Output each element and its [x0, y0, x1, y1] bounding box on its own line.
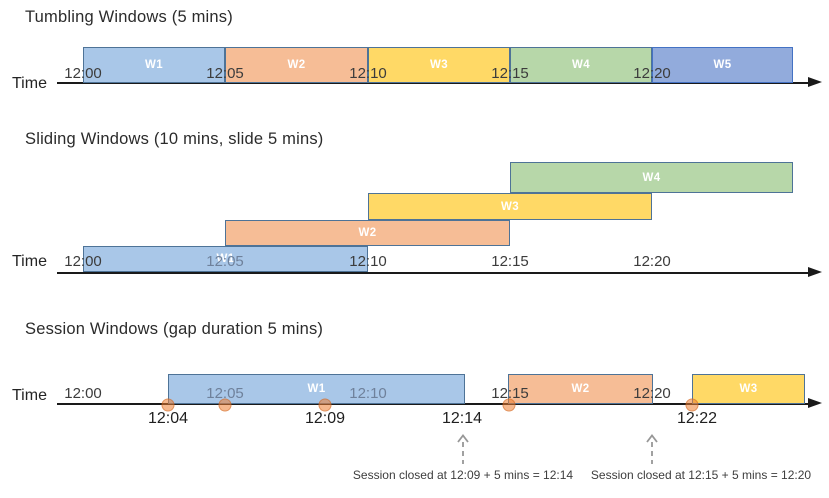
window-label: W2 [358, 227, 377, 239]
time-axis-label: Time [12, 75, 47, 92]
time-axis-line [57, 272, 810, 274]
event-time-label: 12:09 [304, 410, 346, 427]
window-box-w1: W1 [83, 246, 368, 272]
axis-tick-label: 12:10 [349, 385, 387, 402]
window-box-w3: W3 [692, 374, 805, 404]
window-box-w2: W2 [508, 374, 653, 404]
session-closed-annotation: Session closed at 12:15 + 5 mins = 12:20 [590, 468, 812, 482]
axis-tick-label: 12:05 [206, 253, 244, 270]
window-label: W4 [571, 59, 591, 71]
window-box-w4: W4 [510, 162, 793, 193]
axis-arrowhead-icon [808, 398, 822, 408]
event-time-label: 12:14 [441, 410, 483, 427]
window-label: W3 [739, 383, 758, 395]
event-time-label: 12:22 [676, 410, 718, 427]
axis-tick-label: 12:00 [64, 65, 102, 82]
axis-tick-label: 12:05 [206, 65, 244, 82]
window-label: W1 [307, 383, 326, 395]
window-label: W2 [571, 383, 590, 395]
time-axis-label: Time [12, 387, 47, 404]
time-axis-line [57, 82, 810, 84]
window-box-w3: W3 [368, 193, 652, 220]
axis-tick-label: 12:00 [64, 385, 102, 402]
window-label: W1 [144, 59, 164, 71]
window-box-w1: W1 [168, 374, 465, 404]
window-box-w3: W3 [368, 47, 510, 83]
session-closed-annotation: Session closed at 12:09 + 5 mins = 12:14 [352, 468, 574, 482]
axis-tick-label: 12:15 [491, 385, 529, 402]
axis-arrowhead-icon [808, 267, 822, 277]
axis-tick-label: 12:20 [633, 253, 671, 270]
window-box-w2: W2 [225, 47, 368, 83]
event-dot [685, 398, 699, 412]
dashed-arrow-up-icon [457, 434, 469, 464]
section-title: Session Windows (gap duration 5 mins) [25, 320, 324, 338]
axis-tick-label: 12:00 [64, 253, 102, 270]
event-dot [161, 398, 175, 412]
axis-tick-label: 12:20 [633, 65, 671, 82]
section-title: Sliding Windows (10 mins, slide 5 mins) [25, 130, 324, 148]
dashed-arrow-up-icon [646, 434, 658, 464]
event-dot [318, 398, 332, 412]
axis-arrowhead-icon [808, 77, 822, 87]
window-box-w4: W4 [510, 47, 652, 83]
window-label: W5 [713, 59, 732, 71]
window-label: W2 [287, 59, 306, 71]
axis-tick-label: 12:20 [633, 385, 671, 402]
event-dot [502, 398, 516, 412]
axis-tick-label: 12:05 [206, 385, 244, 402]
window-box-w2: W2 [225, 220, 510, 246]
window-label: W3 [500, 200, 520, 213]
section-title: Tumbling Windows (5 mins) [25, 8, 233, 26]
window-box-w5: W5 [652, 47, 793, 83]
axis-tick-label: 12:15 [491, 253, 529, 270]
event-time-label: 12:04 [147, 410, 189, 427]
window-label: W4 [642, 171, 661, 184]
event-dot [218, 398, 232, 412]
time-axis-label: Time [12, 253, 47, 270]
window-label: W3 [429, 59, 449, 71]
axis-tick-label: 12:15 [491, 65, 529, 82]
axis-tick-label: 12:10 [349, 253, 387, 270]
time-axis-line [57, 403, 810, 405]
window-box-w1: W1 [83, 47, 225, 83]
axis-tick-label: 12:10 [349, 65, 387, 82]
window-label: W1 [216, 253, 235, 265]
